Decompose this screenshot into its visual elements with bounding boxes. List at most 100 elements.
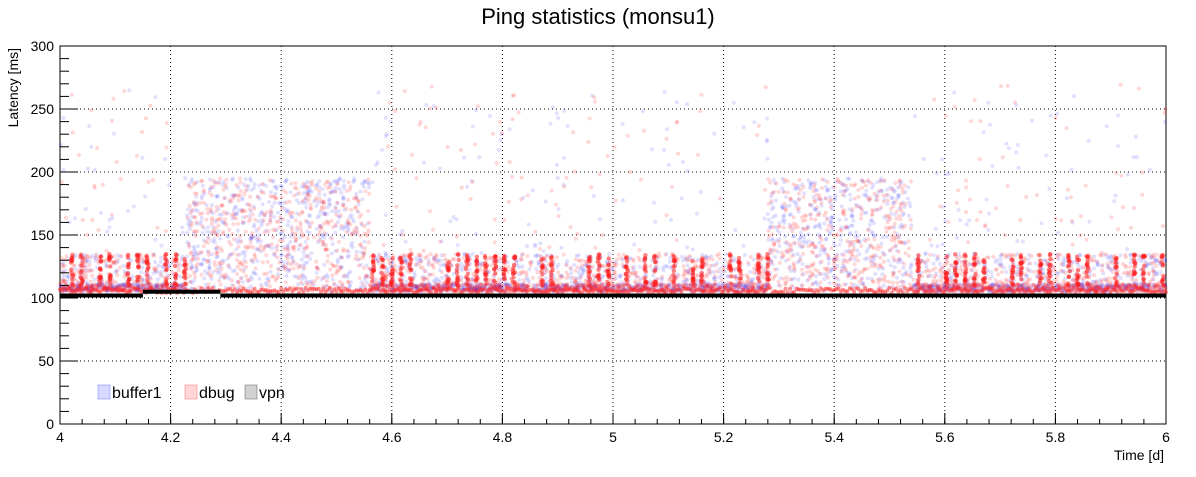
data-point: [235, 183, 239, 187]
data-point: [497, 148, 501, 152]
data-point: [581, 270, 585, 274]
data-point: [968, 198, 972, 202]
data-point: [875, 198, 879, 202]
data-point: [748, 270, 752, 274]
data-point: [499, 138, 503, 142]
data-point: [777, 190, 781, 194]
data-point: [832, 281, 836, 285]
data-point: [435, 106, 439, 110]
data-point: [309, 203, 313, 207]
data-point: [325, 279, 329, 283]
data-point: [1055, 112, 1059, 116]
data-point: [854, 255, 858, 259]
data-point: [839, 239, 843, 243]
data-point: [1114, 171, 1118, 175]
data-point: [796, 252, 800, 256]
data-point: [462, 156, 466, 160]
data-point: [244, 265, 248, 269]
data-point: [195, 268, 199, 272]
data-point: [143, 195, 147, 199]
data-point: [327, 202, 331, 206]
data-point: [850, 213, 854, 217]
data-point: [822, 277, 826, 281]
data-point: [864, 189, 868, 193]
data-point: [308, 214, 312, 218]
data-point: [488, 114, 492, 118]
data-point: [822, 272, 826, 276]
data-point: [1134, 135, 1138, 139]
data-point: [988, 123, 992, 127]
data-point: [122, 264, 126, 268]
data-point: [785, 240, 789, 244]
data-point: [959, 272, 963, 276]
data-point: [135, 154, 139, 158]
data-point: [330, 209, 334, 213]
data-point: [252, 225, 256, 229]
data-point: [357, 203, 361, 207]
data-point: [202, 277, 206, 281]
data-point: [909, 180, 913, 184]
data-point: [830, 268, 834, 272]
data-point: [527, 223, 531, 227]
data-point: [848, 258, 852, 262]
data-point: [534, 254, 538, 258]
data-point: [253, 182, 257, 186]
data-point: [308, 225, 312, 229]
data-point: [262, 219, 266, 223]
data-point: [893, 265, 897, 269]
data-point: [258, 277, 262, 281]
data-point: [534, 267, 538, 271]
data-point: [340, 256, 344, 260]
data-point: [668, 265, 672, 269]
data-point: [621, 198, 625, 202]
data-point: [1063, 271, 1067, 275]
data-point: [1044, 154, 1048, 158]
data-point: [250, 259, 254, 263]
data-point: [695, 212, 699, 216]
data-point: [435, 261, 439, 265]
data-point: [783, 234, 787, 238]
data-point: [607, 252, 611, 256]
data-point: [732, 101, 736, 105]
data-point: [183, 176, 187, 180]
data-point: [942, 205, 946, 209]
data-point: [829, 220, 833, 224]
data-point: [497, 278, 501, 282]
data-point: [874, 262, 878, 266]
data-point: [849, 198, 853, 202]
data-point: [774, 199, 778, 203]
data-point: [797, 238, 801, 242]
data-point: [421, 266, 425, 270]
data-point: [414, 263, 418, 267]
data-point: [189, 267, 193, 271]
data-point: [363, 240, 367, 244]
data-point: [167, 183, 171, 187]
data-point: [393, 109, 397, 113]
data-point: [755, 133, 759, 137]
data-point: [115, 273, 119, 277]
data-point: [244, 230, 248, 234]
data-point: [751, 277, 755, 281]
data-point: [749, 255, 753, 259]
data-point: [907, 214, 911, 218]
data-point: [428, 107, 432, 111]
data-point: [824, 238, 828, 242]
data-point: [1016, 143, 1020, 147]
data-point: [338, 187, 342, 191]
data-point: [1163, 111, 1167, 115]
data-point: [267, 280, 271, 284]
data-point: [474, 108, 478, 112]
data-point: [869, 243, 873, 247]
data-point: [712, 132, 716, 136]
data-point: [153, 260, 157, 264]
data-point: [573, 170, 577, 174]
data-point: [654, 264, 658, 268]
data-point: [350, 217, 354, 221]
data-point: [268, 218, 272, 222]
data-point: [667, 163, 671, 167]
data-point: [164, 146, 168, 150]
data-point: [742, 125, 746, 129]
data-point: [699, 93, 703, 97]
data-point: [935, 171, 939, 175]
data-point: [571, 130, 575, 134]
